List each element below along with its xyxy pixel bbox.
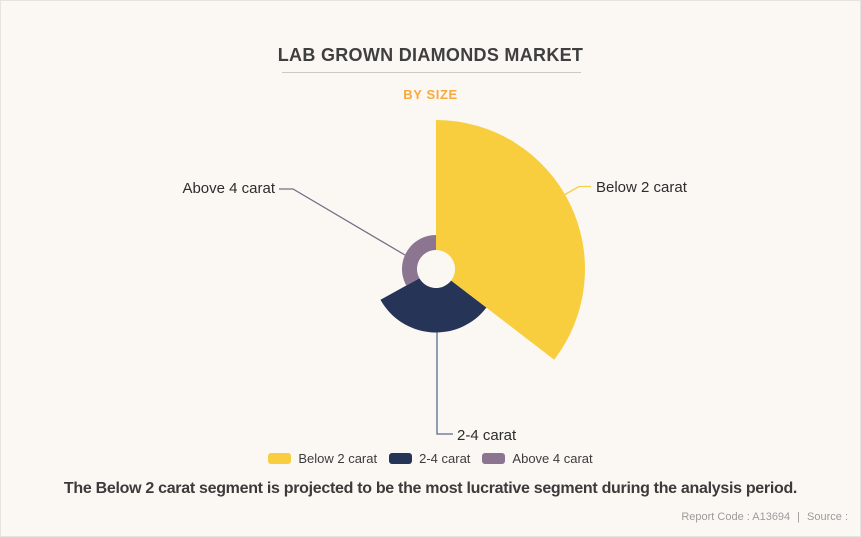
- leader-line-below-2-carat: [564, 185, 591, 196]
- pie-segments: [380, 120, 585, 360]
- legend-swatch-2-4-carat: [389, 453, 413, 464]
- leader-line-2-4-carat: [436, 332, 453, 435]
- legend-label-below-2-carat: Below 2 carat: [298, 451, 378, 466]
- legend-item-below-2-carat[interactable]: Below 2 carat: [268, 451, 377, 466]
- legend-label-above-4-carat: Above 4 carat: [512, 451, 593, 466]
- insight-statement: The Below 2 carat segment is projected t…: [63, 480, 798, 497]
- footer-separator: |: [797, 511, 801, 523]
- callout-label-above-4-carat: Above 4 carat: [182, 180, 275, 197]
- pie-segment-2-4-carat[interactable]: [380, 278, 487, 333]
- chart-subtitle: BY SIZE: [403, 87, 458, 102]
- source-label: Source :: [807, 511, 848, 523]
- legend-label-2-4-carat: 2-4 carat: [419, 451, 471, 466]
- callout-label-2-4-carat: 2-4 carat: [457, 427, 517, 444]
- title-divider: [282, 72, 581, 73]
- footer: Report Code : A13694 | Source :: [681, 511, 848, 523]
- leader-line-above-4-carat: [279, 188, 406, 256]
- legend-item-above-4-carat[interactable]: Above 4 carat: [482, 451, 593, 466]
- pie-segment-above-4-carat[interactable]: [401, 235, 436, 286]
- report-code-text: Report Code : A13694: [681, 511, 791, 523]
- legend: Below 2 carat 2-4 carat Above 4 carat: [1, 451, 860, 466]
- callout-label-below-2-carat: Below 2 carat: [596, 179, 687, 196]
- legend-item-2-4-carat[interactable]: 2-4 carat: [389, 451, 470, 466]
- legend-swatch-above-4-carat: [482, 453, 506, 464]
- pie-segment-below-2-carat[interactable]: [436, 120, 585, 360]
- page-title: LAB GROWN DIAMONDS MARKET: [277, 45, 584, 65]
- legend-swatch-below-2-carat: [268, 453, 292, 464]
